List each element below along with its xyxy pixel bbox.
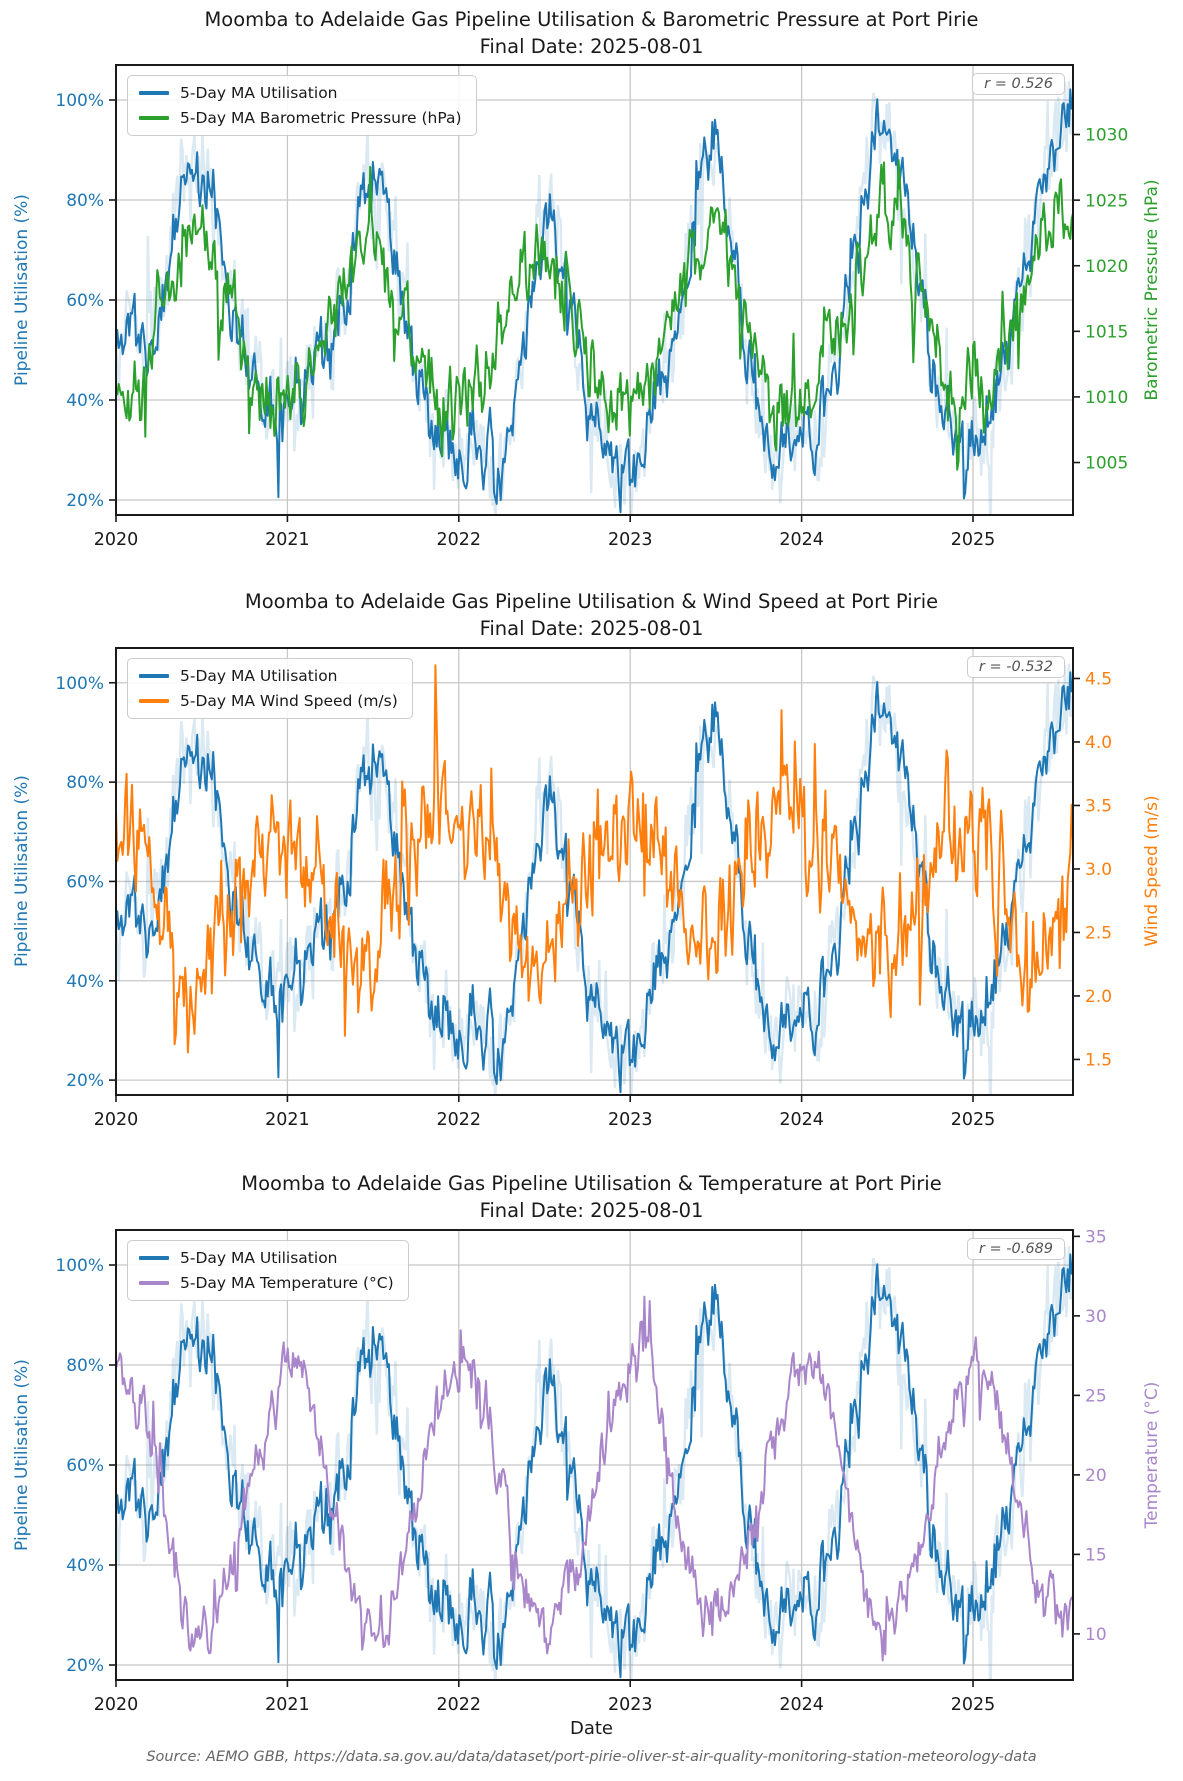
svg-text:60%: 60% xyxy=(66,873,104,893)
chart-temperature: Moomba to Adelaide Gas Pipeline Utilisat… xyxy=(0,1160,1183,1781)
svg-text:2.5: 2.5 xyxy=(1085,924,1112,944)
svg-text:10: 10 xyxy=(1085,1625,1107,1645)
svg-text:2023: 2023 xyxy=(608,1110,653,1130)
legend-item: 5-Day MA Utilisation xyxy=(139,1249,394,1267)
svg-text:20%: 20% xyxy=(66,491,104,511)
legend-item: 5-Day MA Wind Speed (m/s) xyxy=(139,692,398,710)
svg-text:2025: 2025 xyxy=(951,1110,996,1130)
chart-subtitle: Final Date: 2025-08-01 xyxy=(479,1199,704,1222)
svg-text:100%: 100% xyxy=(55,91,104,111)
legend: 5-Day MA Utilisation 5-Day MA Temperatur… xyxy=(127,1240,409,1301)
correlation-badge: r = 0.526 xyxy=(972,73,1065,95)
svg-text:60%: 60% xyxy=(66,1456,104,1476)
svg-text:100%: 100% xyxy=(55,1256,104,1276)
svg-text:1025: 1025 xyxy=(1085,191,1128,211)
svg-text:3.0: 3.0 xyxy=(1085,860,1112,880)
svg-text:40%: 40% xyxy=(66,972,104,992)
svg-text:1010: 1010 xyxy=(1085,388,1128,408)
legend-item: 5-Day MA Utilisation xyxy=(139,84,462,102)
svg-text:40%: 40% xyxy=(66,391,104,411)
legend-swatch-utilisation xyxy=(139,91,169,95)
svg-text:1015: 1015 xyxy=(1085,322,1128,342)
svg-text:25: 25 xyxy=(1085,1386,1107,1406)
legend-item: 5-Day MA Temperature (°C) xyxy=(139,1274,394,1292)
legend-label: 5-Day MA Utilisation xyxy=(180,1249,338,1267)
svg-text:2023: 2023 xyxy=(608,1695,653,1715)
chart-wind: Moomba to Adelaide Gas Pipeline Utilisat… xyxy=(0,578,1183,1160)
legend-swatch-utilisation xyxy=(139,674,169,678)
svg-text:2025: 2025 xyxy=(951,530,996,550)
svg-text:20%: 20% xyxy=(66,1071,104,1091)
legend-label: 5-Day MA Wind Speed (m/s) xyxy=(180,692,398,710)
legend: 5-Day MA Utilisation 5-Day MA Barometric… xyxy=(127,75,477,136)
correlation-badge: r = -0.532 xyxy=(966,656,1065,678)
chart-pressure: Moomba to Adelaide Gas Pipeline Utilisat… xyxy=(0,0,1183,578)
legend-label: 5-Day MA Temperature (°C) xyxy=(180,1274,394,1292)
svg-text:1020: 1020 xyxy=(1085,257,1128,277)
svg-text:3.5: 3.5 xyxy=(1085,797,1112,817)
svg-text:30: 30 xyxy=(1085,1307,1107,1327)
svg-text:60%: 60% xyxy=(66,291,104,311)
legend-label: 5-Day MA Utilisation xyxy=(180,84,338,102)
legend-swatch-temperature xyxy=(139,1281,169,1285)
svg-text:2.0: 2.0 xyxy=(1085,987,1112,1007)
svg-text:2021: 2021 xyxy=(265,1695,310,1715)
svg-text:40%: 40% xyxy=(66,1556,104,1576)
svg-text:2020: 2020 xyxy=(94,1110,139,1130)
svg-text:2024: 2024 xyxy=(779,1110,824,1130)
plot-canvas: 100% 80% 60% 40% 20% 35 30 25 20 15 10 2020 2021 2022… xyxy=(55,1227,1107,1715)
legend-label: 5-Day MA Utilisation xyxy=(180,667,338,685)
svg-text:2022: 2022 xyxy=(437,1695,482,1715)
svg-text:2025: 2025 xyxy=(951,1695,996,1715)
svg-text:35: 35 xyxy=(1085,1227,1107,1247)
legend-item: 5-Day MA Utilisation xyxy=(139,667,398,685)
svg-text:2020: 2020 xyxy=(94,530,139,550)
legend: 5-Day MA Utilisation 5-Day MA Wind Speed… xyxy=(127,658,413,719)
svg-text:2024: 2024 xyxy=(779,1695,824,1715)
chart-subtitle: Final Date: 2025-08-01 xyxy=(479,617,704,640)
svg-text:1030: 1030 xyxy=(1085,126,1128,146)
chart-subtitle: Final Date: 2025-08-01 xyxy=(479,35,704,58)
svg-text:80%: 80% xyxy=(66,191,104,211)
svg-text:2024: 2024 xyxy=(779,530,824,550)
legend-item: 5-Day MA Barometric Pressure (hPa) xyxy=(139,109,462,127)
svg-text:20: 20 xyxy=(1085,1466,1107,1486)
x-axis-label: Date xyxy=(569,1718,614,1739)
svg-text:100%: 100% xyxy=(55,674,104,694)
plot-canvas: 100% 80% 60% 40% 20% 1030 1025 1020 1015 1010 1005… xyxy=(55,64,1128,550)
svg-text:15: 15 xyxy=(1085,1546,1107,1566)
svg-text:2023: 2023 xyxy=(608,530,653,550)
chart-title: Moomba to Adelaide Gas Pipeline Utilisat… xyxy=(244,590,939,613)
legend-swatch-wind xyxy=(139,699,169,703)
svg-text:2021: 2021 xyxy=(265,530,310,550)
svg-text:1005: 1005 xyxy=(1085,454,1128,474)
svg-text:80%: 80% xyxy=(66,1356,104,1376)
svg-text:2020: 2020 xyxy=(94,1695,139,1715)
svg-text:20%: 20% xyxy=(66,1656,104,1676)
svg-text:4.0: 4.0 xyxy=(1085,733,1112,753)
chart-title: Moomba to Adelaide Gas Pipeline Utilisat… xyxy=(241,1172,942,1195)
svg-text:80%: 80% xyxy=(66,773,104,793)
plot-canvas: 100% 80% 60% 40% 20% 4.5 4.0 3.5 3.0 2.5 2.0 1.5 202… xyxy=(55,647,1112,1130)
svg-text:2021: 2021 xyxy=(265,1110,310,1130)
svg-text:2022: 2022 xyxy=(437,530,482,550)
legend-label: 5-Day MA Barometric Pressure (hPa) xyxy=(180,109,462,127)
legend-swatch-utilisation xyxy=(139,1256,169,1260)
chart-title: Moomba to Adelaide Gas Pipeline Utilisat… xyxy=(204,8,979,31)
svg-text:4.5: 4.5 xyxy=(1085,670,1112,690)
svg-text:2022: 2022 xyxy=(437,1110,482,1130)
source-attribution: Source: AEMO GBB, https://data.sa.gov.au… xyxy=(146,1749,1037,1765)
legend-swatch-pressure xyxy=(139,116,169,120)
correlation-badge: r = -0.689 xyxy=(966,1238,1065,1260)
svg-text:1.5: 1.5 xyxy=(1085,1051,1112,1071)
